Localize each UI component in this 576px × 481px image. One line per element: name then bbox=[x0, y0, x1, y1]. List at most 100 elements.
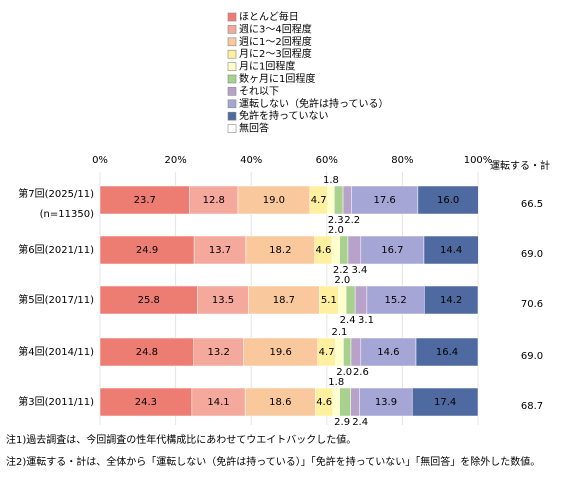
legend-label: 月に2～3回程度 bbox=[239, 47, 312, 60]
bar-segment bbox=[366, 285, 425, 315]
legend-label: 運転しない（免許は持っている） bbox=[239, 97, 389, 110]
bar-segment bbox=[99, 235, 195, 265]
value-label: 13.7 bbox=[209, 245, 231, 256]
value-label: 14.1 bbox=[207, 397, 229, 408]
value-label: 4.6 bbox=[315, 245, 331, 256]
bar-segment bbox=[243, 337, 318, 367]
value-label: 2.4 bbox=[352, 417, 368, 428]
bar-segment bbox=[359, 387, 413, 417]
value-label: 24.9 bbox=[136, 245, 158, 256]
bar-segment bbox=[334, 185, 344, 215]
bar-segment bbox=[424, 285, 479, 315]
legend-swatch bbox=[227, 124, 237, 133]
value-label: 4.6 bbox=[316, 397, 332, 408]
value-label: 19.0 bbox=[263, 195, 285, 206]
bar-segment bbox=[345, 285, 356, 315]
value-label: 14.2 bbox=[440, 295, 462, 306]
x-tick-label: 0% bbox=[92, 155, 108, 166]
total-label: 68.7 bbox=[521, 401, 543, 412]
value-label: 2.0 bbox=[334, 275, 350, 286]
x-tick-label: 80% bbox=[391, 155, 413, 166]
value-label: 3.4 bbox=[351, 265, 367, 276]
y-tick-label: 第7回(2025/11) bbox=[18, 187, 94, 200]
value-label: 2.9 bbox=[334, 417, 350, 428]
value-label: 2.0 bbox=[336, 367, 352, 378]
legend-label: 週に1～2回程度 bbox=[239, 35, 312, 48]
value-label: 24.3 bbox=[135, 397, 157, 408]
value-label: 13.9 bbox=[375, 397, 397, 408]
bar-segment bbox=[338, 285, 347, 315]
value-label: 13.2 bbox=[208, 347, 230, 358]
bar-segment bbox=[415, 337, 479, 367]
value-label: 16.0 bbox=[437, 195, 459, 206]
bar-segment bbox=[411, 387, 479, 417]
bar-segment bbox=[244, 387, 316, 417]
value-label: 18.7 bbox=[273, 295, 295, 306]
legend-swatch bbox=[227, 62, 237, 71]
bar-segment bbox=[350, 337, 362, 367]
value-label: 2.2 bbox=[333, 265, 349, 276]
value-label: 14.6 bbox=[377, 347, 399, 358]
value-label: 18.6 bbox=[269, 397, 291, 408]
value-label: 16.7 bbox=[381, 245, 403, 256]
value-label: 1.8 bbox=[323, 175, 339, 186]
bar-segment bbox=[423, 235, 479, 265]
bar-segment bbox=[197, 285, 249, 315]
legend-swatch bbox=[227, 12, 237, 22]
value-label: 2.2 bbox=[344, 215, 360, 226]
value-label: 3.1 bbox=[358, 315, 374, 326]
note: 注2)運転する・計は、全体から「運転しない（免許は持っている）」「免許を持ってい… bbox=[6, 455, 540, 468]
legend-label: 月に1回程度 bbox=[239, 60, 295, 73]
legend-swatch bbox=[227, 111, 237, 121]
x-tick-label: 40% bbox=[240, 155, 262, 166]
bar-segment bbox=[350, 387, 360, 417]
bar-segment bbox=[193, 337, 244, 367]
legend-swatch bbox=[227, 37, 237, 47]
bar-segment bbox=[343, 337, 352, 367]
bar-segment bbox=[339, 235, 349, 265]
total-label: 69.0 bbox=[521, 351, 543, 362]
bar-segment bbox=[354, 285, 368, 315]
value-label: 13.5 bbox=[212, 295, 234, 306]
value-label: 2.0 bbox=[328, 225, 344, 236]
value-label: 16.4 bbox=[436, 347, 458, 358]
bar-segment bbox=[332, 387, 340, 417]
bar-segment bbox=[331, 235, 340, 265]
value-label: 23.7 bbox=[134, 195, 156, 206]
totals-header: 運転する・計 bbox=[490, 159, 550, 172]
legend-swatch bbox=[227, 99, 237, 109]
value-label: 24.8 bbox=[136, 347, 158, 358]
value-label: 5.1 bbox=[321, 295, 337, 306]
legend-label: 数ヶ月に1回程度 bbox=[239, 72, 315, 85]
bar-segment bbox=[342, 185, 352, 215]
total-label: 70.6 bbox=[521, 299, 543, 310]
legend-label: ほとんど毎日 bbox=[239, 10, 299, 23]
bar-segment bbox=[99, 387, 193, 417]
bar-segment bbox=[360, 235, 425, 265]
value-label: 4.7 bbox=[319, 347, 335, 358]
bar-segment bbox=[339, 387, 351, 417]
value-label: 2.4 bbox=[340, 315, 356, 326]
legend-swatch bbox=[227, 74, 237, 84]
bar-segment bbox=[351, 185, 419, 215]
total-label: 66.5 bbox=[521, 199, 543, 210]
value-label: 15.2 bbox=[384, 295, 406, 306]
legend-swatch bbox=[227, 87, 237, 96]
y-tick-label: 第6回(2021/11) bbox=[18, 243, 94, 256]
value-label: 14.4 bbox=[440, 245, 462, 256]
x-tick-label: 100% bbox=[464, 155, 493, 166]
value-label: 2.1 bbox=[332, 327, 348, 338]
value-label: 2.6 bbox=[353, 367, 369, 378]
bar-segment bbox=[335, 337, 344, 367]
total-label: 69.0 bbox=[521, 249, 543, 260]
value-label: 18.2 bbox=[269, 245, 291, 256]
bar-segment bbox=[417, 185, 479, 215]
y-tick-label: 第5回(2017/11) bbox=[18, 293, 94, 306]
bar-segment bbox=[99, 337, 194, 367]
legend-swatch bbox=[227, 49, 237, 59]
value-label: 12.8 bbox=[203, 195, 225, 206]
bar-segment bbox=[99, 185, 190, 215]
bar-segment bbox=[327, 185, 335, 215]
value-label: 17.4 bbox=[434, 397, 456, 408]
